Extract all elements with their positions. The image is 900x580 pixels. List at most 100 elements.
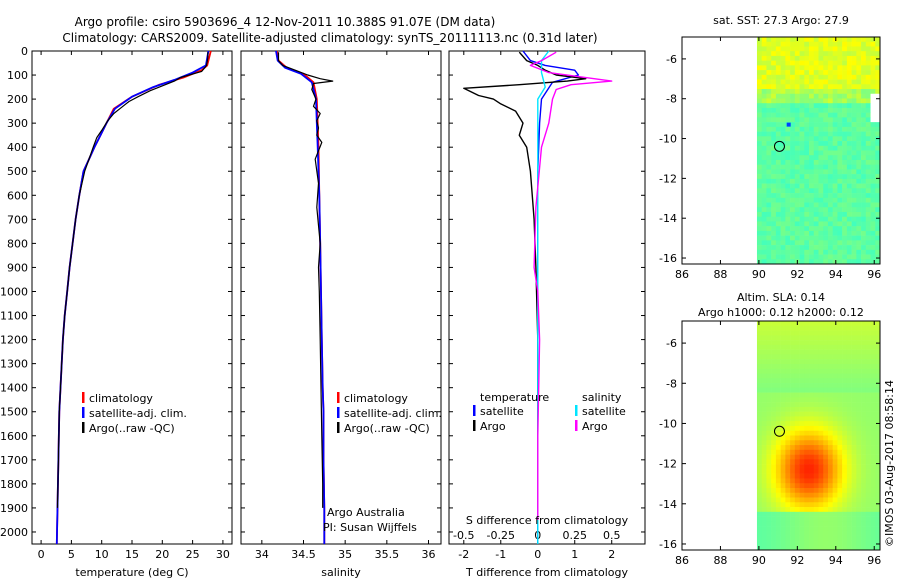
sst-heatmap-cell [842,159,848,165]
sst-x-tick-label: 94 [829,268,843,281]
sst-heatmap-cell [804,159,810,165]
sla-heatmap-cell [809,349,815,355]
sla-heatmap-cell [794,373,800,379]
sla-heatmap-cell [856,545,862,551]
sst-heatmap-cell [846,221,852,227]
sst-heatmap-cell [870,193,876,199]
sst-heatmap-cell [827,70,833,76]
sst-heatmap-cell [832,174,838,180]
sla-heatmap-cell [809,354,815,360]
sla-heatmap-cell [832,487,838,494]
sla-heatmap-cell [823,387,829,393]
sst-heatmap-cell [851,221,857,227]
sst-heatmap-cell [761,131,767,137]
sst-heatmap-cell [865,211,871,218]
sla-heatmap-cell [756,478,762,484]
sla-heatmap-cell [827,354,833,360]
sst-heatmap-cell [799,249,805,255]
sla-heatmap-cell [785,540,791,546]
sla-heatmap-cell [823,325,829,331]
sst-heatmap-cell [771,51,777,57]
sla-heatmap-cell [875,435,881,441]
sst-heatmap-cell [856,65,862,71]
sst-heatmap-cell [756,202,762,208]
sla-heatmap-cell [851,535,857,541]
sst-heatmap-cell [813,178,819,184]
sla-heatmap-cell [804,502,810,508]
sst-heatmap-cell [851,245,857,251]
sla-heatmap-cell [794,359,800,365]
sla-heatmap-cell [861,349,867,355]
sla-heatmap-cell [832,325,838,331]
sla-heatmap-cell [865,440,871,446]
sst-heatmap-cell [861,197,867,203]
sst-heatmap-cell [827,155,833,161]
sla-heatmap-cell [856,449,862,455]
sla-heatmap-cell [856,468,862,474]
sst-heatmap-cell [794,178,800,184]
sla-heatmap-cell [865,378,871,384]
sla-heatmap-cell [799,387,805,393]
sla-heatmap-cell [756,354,762,360]
sla-heatmap-cell [861,330,867,336]
sla-heatmap-cell [790,545,796,551]
sla-heatmap-cell [771,464,777,470]
sla-heatmap-cell [827,545,833,551]
sst-heatmap-cell [780,193,786,199]
sla-heatmap-cell [775,473,781,479]
sla-heatmap-cell [799,430,805,436]
sst-heatmap-cell [809,164,815,170]
sst-heatmap-cell [875,122,881,128]
sla-heatmap-cell [818,425,824,432]
sst-heatmap-cell [818,178,824,184]
sst-heatmap-cell [837,178,843,184]
sla-heatmap-cell [771,502,777,508]
sst-heatmap-cell [785,211,791,218]
sla-heatmap-cell [832,440,838,446]
sst-heatmap-cell [851,150,857,156]
sla-heatmap-cell [870,530,876,536]
sla-heatmap-cell [799,449,805,455]
sla-heatmap-cell [875,507,881,513]
sla-heatmap-cell [875,526,881,532]
sst-heatmap-cell [794,221,800,227]
sla-heatmap-cell [818,473,824,479]
temp-y-tick-label: 700 [7,213,28,226]
sst-heatmap-cell [823,89,829,95]
sla-heatmap-cell [804,416,810,422]
sst-heatmap-cell [842,226,848,232]
sla-heatmap-cell [794,330,800,336]
sla-heatmap-cell [766,330,772,336]
sla-heatmap-cell [780,459,786,465]
sst-heatmap-cell [832,103,838,109]
temp-legend-label-0: climatology [89,392,153,405]
sst-heatmap-cell [780,145,786,151]
sst-heatmap-cell [861,230,867,236]
sla-heatmap-cell [846,449,852,455]
sla-heatmap-cell [842,540,848,546]
sla-heatmap-cell [823,397,829,403]
sst-heatmap-cell [837,70,843,76]
sla-heatmap-cell [842,502,848,508]
sla-heatmap-cell [875,325,881,331]
sla-heatmap-cell [861,521,867,527]
sla-heatmap-cell [780,335,786,341]
sst-heatmap-cell [865,178,871,184]
sst-heatmap-cell [785,74,791,80]
sst-heatmap-cell [790,93,796,99]
diff-s-tick-label: 0.5 [603,529,621,542]
sla-heatmap-cell [761,335,767,341]
sla-y-tick-label: -8 [666,377,677,390]
sst-heatmap-cell [794,93,800,99]
sla-heatmap-cell [780,502,786,508]
sst-heatmap-cell [861,207,867,213]
sst-heatmap-cell [865,107,871,113]
sla-heatmap-cell [761,397,767,403]
sst-heatmap-cell [780,70,786,76]
sst-heatmap-cell [818,136,824,142]
sst-heatmap-cell [780,164,786,170]
sla-heatmap-cell [861,507,867,513]
sla-x-tick-label: 96 [867,554,881,567]
sst-heatmap-cell [827,188,833,194]
sla-heatmap-cell [856,373,862,379]
